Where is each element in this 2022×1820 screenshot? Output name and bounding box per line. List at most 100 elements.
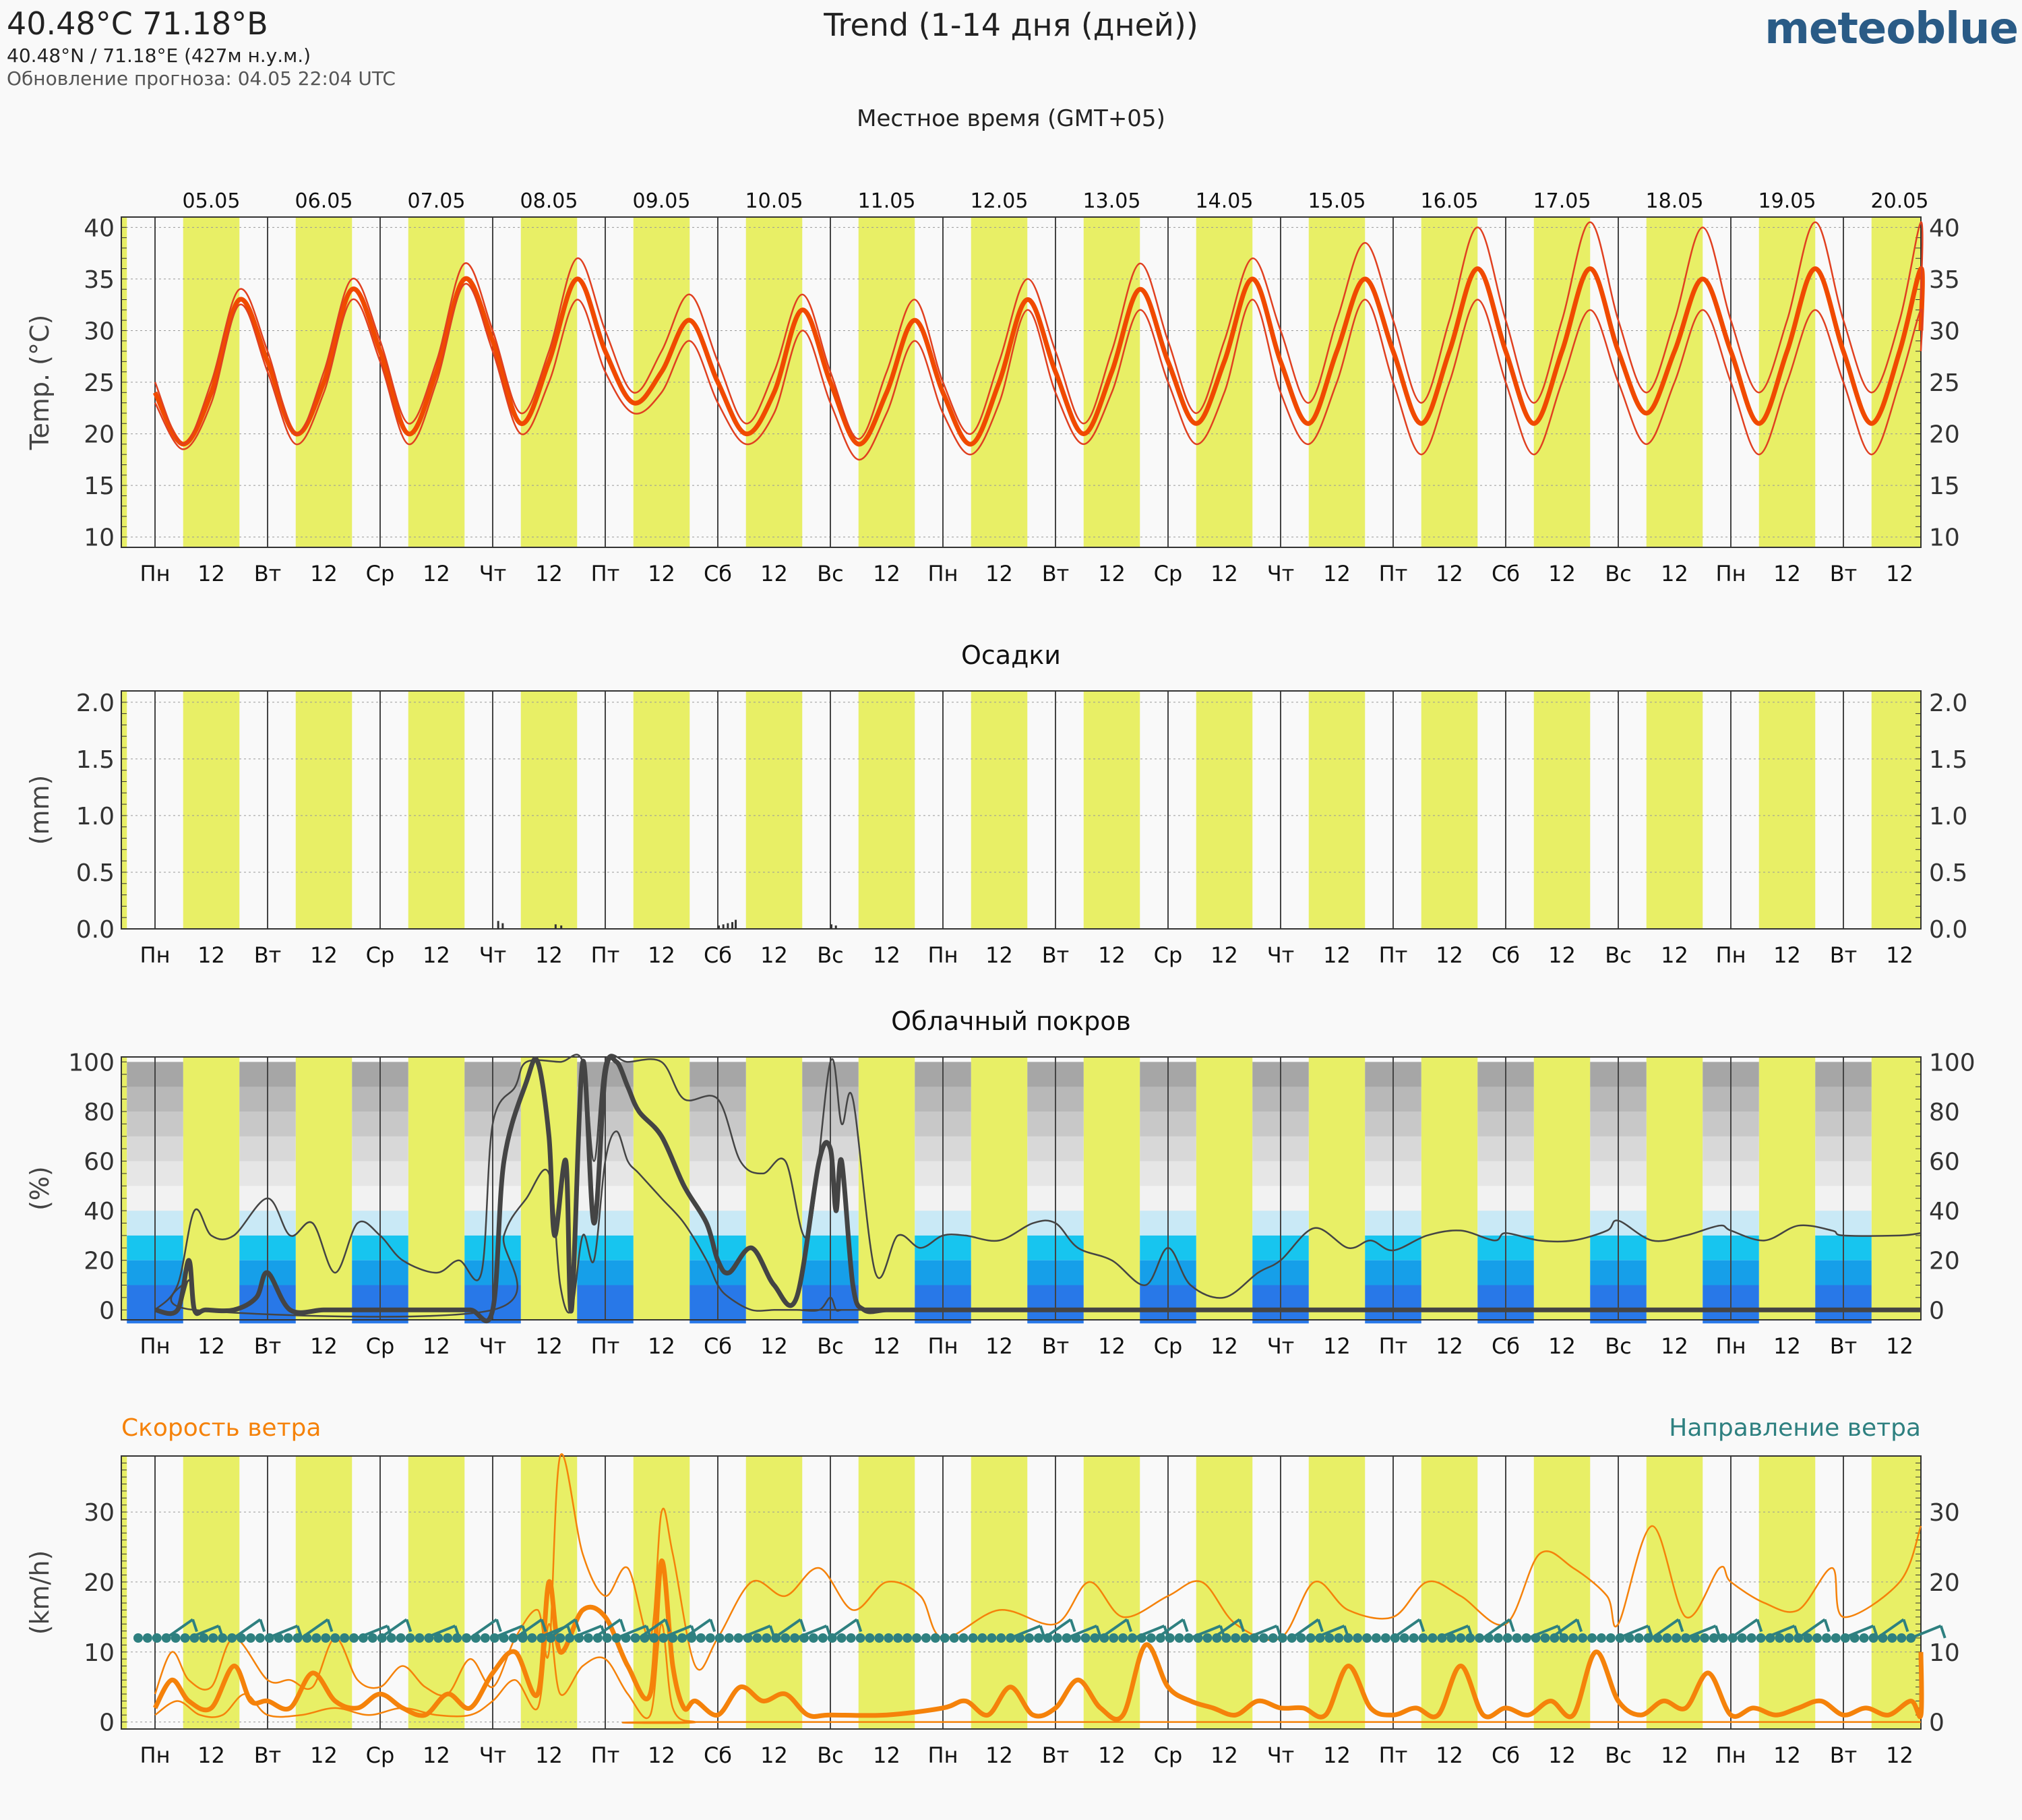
x-tick-noon-label: 12	[1548, 561, 1576, 586]
precipitation-bar	[554, 924, 557, 929]
wind-barb-shaft	[469, 1618, 498, 1639]
daylight-band	[1196, 1456, 1253, 1729]
wind-barb-shaft	[1314, 1625, 1345, 1639]
wind-direction-dot	[1700, 1633, 1710, 1643]
wind-direction-dot	[1596, 1633, 1606, 1643]
wind-barb-shaft	[638, 1618, 667, 1639]
x-tick-day-label: Вс	[817, 561, 844, 586]
y-tick-label-right: 1.0	[1929, 803, 1967, 830]
wind-barb	[233, 1618, 266, 1639]
wind-barb	[1392, 1618, 1426, 1639]
panel-precip: 0.0 0.0 0.5 0.5 1.0 1.0 1.5 1.5 2.0 2.0 (mm) Осадки…	[25, 640, 1967, 968]
x-tick-day-label: Вт	[254, 561, 282, 586]
wind-barb-flag	[1039, 1625, 1046, 1639]
x-tick-noon-label: 12	[197, 1333, 225, 1359]
x-tick-day-label: Пт	[1379, 1333, 1408, 1359]
wind-direction-dot	[1240, 1633, 1250, 1643]
wind-barb-shaft	[1099, 1618, 1128, 1639]
wind-barb	[593, 1618, 626, 1639]
y-tick-label-right: 20	[1929, 1569, 1960, 1597]
y-tick-label-left: 10	[84, 1639, 115, 1667]
x-tick-day-label: Сб	[704, 1333, 732, 1359]
daylight-band	[633, 217, 690, 547]
wind-barb-flag	[1467, 1625, 1474, 1639]
daylight-band	[408, 691, 465, 929]
x-tick-noon-label: 12	[1436, 942, 1463, 968]
wind-barb-shaft	[1246, 1625, 1278, 1639]
wind-direction-dot	[912, 1633, 922, 1643]
x-tick-day-label: Пт	[591, 561, 620, 586]
wind-direction-dot	[1493, 1633, 1503, 1643]
daylight-band	[1421, 1057, 1478, 1320]
wind-barb-shaft	[1392, 1618, 1421, 1639]
wind-direction-dot	[714, 1633, 725, 1643]
wind-barb-flag	[1793, 1625, 1800, 1639]
wind-barb-flag	[1939, 1625, 1947, 1639]
x-tick-noon-label: 12	[1323, 1742, 1351, 1768]
wind-direction-dot	[1428, 1633, 1438, 1643]
wind-barb-flag	[1069, 1618, 1076, 1633]
x-tick-noon-label: 12	[423, 1333, 450, 1359]
wind-barb-flag	[1343, 1625, 1350, 1639]
wind-barb-shaft	[1066, 1625, 1097, 1639]
wind-direction-dot	[1409, 1633, 1419, 1643]
x-tick-day-label: Пн	[140, 1333, 171, 1359]
wind-barb-flag	[296, 1625, 303, 1639]
panel-wind: 0 0 10 10 20 20 30 30 (km/h) Пн 12 Вт 12 Ср 12 Чт 12 Пт 12…	[25, 1414, 1960, 1768]
daylight-band	[1083, 1057, 1140, 1320]
x-tick-noon-label: 12	[535, 1333, 563, 1359]
wind-barb	[1843, 1625, 1879, 1639]
wind-direction-dot	[1831, 1633, 1841, 1643]
y-tick-label-left: 0.5	[76, 859, 115, 887]
x-tick-noon-label: 12	[648, 561, 675, 586]
x-tick-noon-label: 12	[310, 1333, 338, 1359]
wind-direction-dot	[462, 1633, 472, 1643]
y-tick-label-right: 35	[1929, 266, 1960, 294]
wind-barb-shaft	[1527, 1625, 1559, 1639]
wind-direction-dot	[1718, 1633, 1728, 1643]
wind-barb-shaft	[1798, 1618, 1826, 1639]
wind-barb-shaft	[300, 1618, 329, 1639]
wind-direction-dot	[1756, 1633, 1766, 1643]
wind-direction-dot	[1775, 1633, 1785, 1643]
wind-direction-dot	[724, 1633, 734, 1643]
wind-direction-dot	[930, 1633, 940, 1643]
x-tick-day-label: Вс	[817, 1742, 844, 1768]
daylight-band	[1196, 217, 1253, 547]
wind-direction-dot	[1174, 1633, 1184, 1643]
x-tick-day-label: Сб	[704, 561, 732, 586]
x-tick-day-label: Пн	[140, 942, 171, 968]
wind-barb-flag	[191, 1618, 198, 1633]
wind-direction-dot	[1578, 1633, 1588, 1643]
daylight-band	[183, 691, 240, 929]
x-tick-noon-label: 12	[985, 1742, 1013, 1768]
wind-barb-flag	[1756, 1618, 1763, 1633]
wind-barb-flag	[217, 1625, 224, 1639]
x-tick-noon-label: 12	[760, 561, 788, 586]
wind-barb-shaft	[548, 1618, 576, 1639]
wind-direction-dot	[443, 1633, 453, 1643]
panel-title: Осадки	[961, 640, 1061, 670]
wind-direction-dot	[808, 1633, 818, 1643]
x-tick-noon-label: 12	[985, 942, 1013, 968]
wind-barb	[379, 1618, 412, 1639]
wind-barb	[165, 1618, 198, 1639]
wind-barb-shaft	[1482, 1618, 1511, 1639]
wind-direction-dot	[227, 1633, 237, 1643]
x-tick-noon-label: 12	[535, 561, 563, 586]
meteoblue-logo[interactable]: meteoblue	[1765, 4, 2019, 54]
wind-direction-dot	[705, 1633, 715, 1643]
x-tick-day-label: Сб	[704, 1742, 732, 1768]
y-tick-label-left: 40	[84, 1198, 115, 1225]
wind-direction-dot	[1296, 1633, 1306, 1643]
x-tick-day-label: Чт	[1267, 1333, 1295, 1359]
x-tick-day-label: Пт	[591, 1742, 620, 1768]
x-tick-day-label: Сб	[1492, 561, 1520, 586]
wind-barb-shaft	[1550, 1618, 1579, 1639]
x-tick-day-label: Сб	[1492, 942, 1520, 968]
y-tick-label-left: 20	[84, 1569, 115, 1597]
wind-speed-line-mean	[152, 1558, 1924, 1722]
x-tick-noon-label: 12	[423, 561, 450, 586]
wind-barb-flag	[1823, 1618, 1831, 1633]
wind-barb-shaft	[1291, 1618, 1320, 1639]
